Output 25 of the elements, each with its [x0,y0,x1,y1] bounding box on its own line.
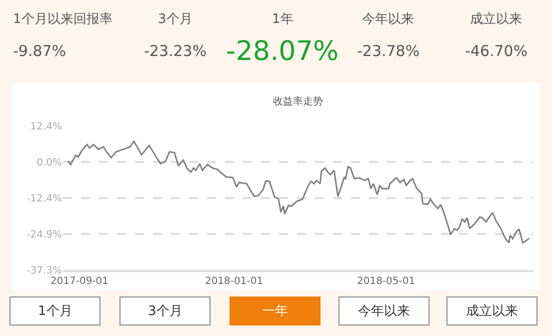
text: 3个月 [158,12,192,27]
text: 一年 [262,304,288,319]
text: 成立以来 [470,11,522,27]
text: 3个月 [148,304,182,319]
line-series [67,140,530,244]
text: 今年以来 [358,304,410,319]
text: 今年以来 [362,12,414,27]
text: 1个月 [38,304,72,319]
text: -23.23% [144,42,207,60]
y-tick-label: 12.4% [30,122,62,132]
x-tick-label: 2018-05-01 [356,276,416,287]
y-tick-label: -12.4% [26,193,62,204]
text: -46.70% [465,42,528,60]
y-tick-label: -37.3% [26,266,62,276]
text: 成立以来 [466,303,518,319]
x-tick-label: 2017-09-01 [50,276,109,287]
text: -9.87% [13,42,66,60]
text: 1个月以来回报率 [13,11,112,27]
chart-title: 收益率走势 [273,96,323,108]
text: -23.78% [357,42,420,60]
text: -28.07% [226,36,339,67]
y-tick-label: -24.9% [26,230,62,241]
x-tick-label: 2018-01-01 [204,276,264,287]
y-tick-label: 0.0% [36,157,62,168]
text: 1年 [272,12,294,27]
